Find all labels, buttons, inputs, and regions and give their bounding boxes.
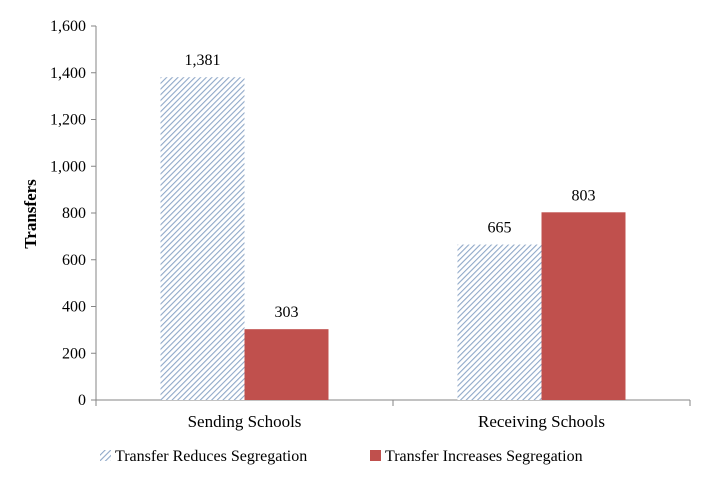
y-tick-label: 1,400 <box>50 65 86 82</box>
data-label: 1,381 <box>185 52 221 69</box>
legend-label: Transfer Reduces Segregation <box>115 448 307 465</box>
legend-label: Transfer Increases Segregation <box>385 448 583 465</box>
legend: Transfer Reduces Segregation Transfer Inc… <box>100 448 583 465</box>
y-axis-title: Transfers <box>21 179 40 249</box>
x-category-label: Receiving Schools <box>478 412 605 431</box>
bar-reduces-1 <box>457 244 542 400</box>
y-tick-label: 1,600 <box>50 18 86 35</box>
bar-reduces-0 <box>160 77 245 400</box>
legend-swatch <box>370 450 381 461</box>
x-category-label: Sending Schools <box>188 412 302 431</box>
y-tick-label: 400 <box>62 299 86 316</box>
data-label: 803 <box>572 187 596 204</box>
y-tick-label: 0 <box>78 392 86 409</box>
plot-area: 0 200 400 600 800 1,000 1,200 1,400 1,600 1,381 30… <box>50 18 691 431</box>
bar-increases-1 <box>541 212 626 400</box>
bar-increases-0 <box>244 329 329 400</box>
y-tick-label: 800 <box>62 205 86 222</box>
y-tick-label: 1,000 <box>50 158 86 175</box>
legend-swatch <box>100 450 111 461</box>
y-tick-label: 1,200 <box>50 112 86 129</box>
y-tick-label: 600 <box>62 252 86 269</box>
data-label: 665 <box>488 220 512 237</box>
data-label: 303 <box>275 304 299 321</box>
y-tick-label: 200 <box>62 345 86 362</box>
